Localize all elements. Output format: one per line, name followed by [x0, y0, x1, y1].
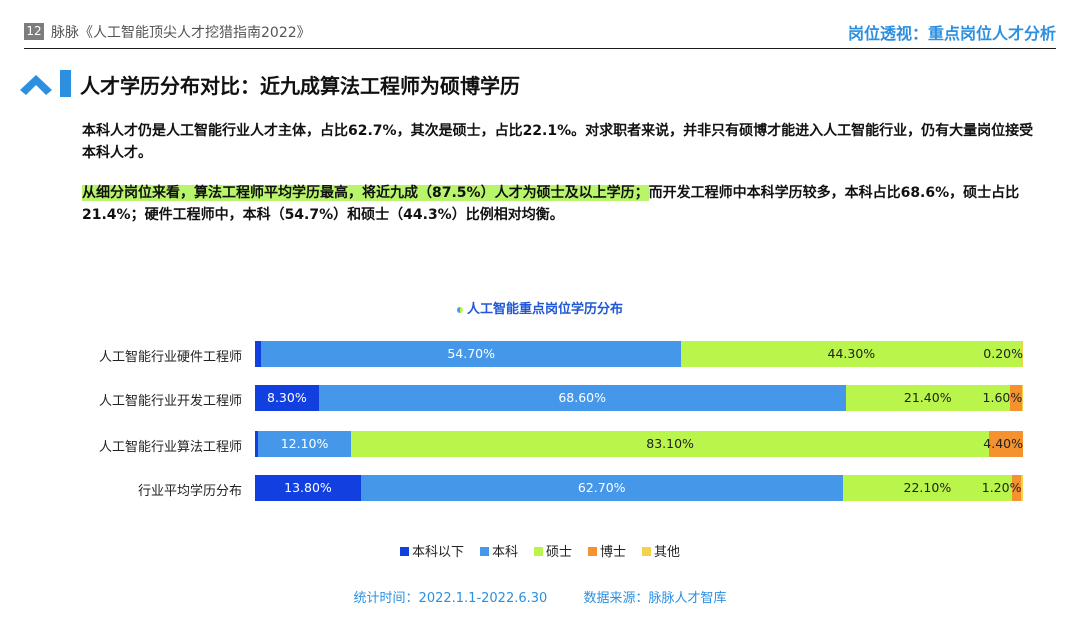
legend-label: 硕士	[545, 545, 572, 560]
bar-segment	[989, 431, 1023, 457]
data-label: 8.30%	[267, 390, 307, 405]
bar-row: 54.70% 44.30% 0.20%	[255, 341, 1023, 367]
top-bar: 12 脉脉《人工智能顶尖人才挖猎指南2022》 岗位透视：重点岗位人才分析	[24, 20, 1056, 44]
statistics-period: 统计时间：2022.1.1-2022.6.30	[353, 591, 548, 606]
data-label: 21.40%	[903, 390, 952, 405]
document-title: 脉脉《人工智能顶尖人才挖猎指南2022》	[51, 25, 311, 41]
legend-label: 博士	[600, 545, 627, 560]
bar-segment	[1021, 475, 1023, 501]
section-title: 岗位透视：重点岗位人才分析	[847, 24, 1056, 43]
legend-item: 本科	[479, 541, 518, 560]
bar-row: 13.80% 62.70% 22.10% 1.20%	[255, 475, 1023, 501]
data-label: 83.10%	[646, 436, 694, 451]
detail-paragraph: 从细分岗位来看，算法工程师平均学历最高，将近九成（87.5%）人才为硕士及以上学…	[82, 182, 1042, 226]
bar-segment	[1022, 385, 1023, 411]
bar-segment	[1021, 341, 1023, 367]
data-label: 1.60%	[982, 390, 1023, 405]
data-label: 1.20%	[981, 480, 1022, 495]
legend-swatch	[588, 547, 597, 556]
bar-row: 8.30% 68.60% 21.40% 1.60%	[255, 385, 1023, 411]
category-label: 人工智能行业开发工程师	[98, 394, 242, 409]
data-label: 54.70%	[447, 346, 496, 361]
data-label: 0.20%	[983, 346, 1023, 361]
bar-segment	[318, 385, 846, 411]
highlighted-text: 从细分岗位来看，算法工程师平均学历最高，将近九成（87.5%）人才为硕士及以上学…	[82, 185, 649, 201]
chart-title-text: 人工智能重点岗位学历分布	[466, 302, 623, 317]
bar-segment	[351, 431, 990, 457]
category-label: 行业平均学历分布	[137, 484, 242, 499]
legend-swatch	[642, 547, 652, 556]
legend-label: 其他	[654, 545, 681, 560]
header-divider	[24, 48, 1056, 49]
legend-label: 本科以下	[411, 545, 464, 560]
paragraph-text: 而开发工程师中本科学历较多，本科占比68.6%，硕士占比21.4%；硬件工程师中…	[82, 185, 1020, 223]
data-label: 44.30%	[827, 346, 876, 361]
bar-segment	[255, 341, 262, 367]
page-number: 12	[24, 23, 44, 40]
bar-segment	[255, 385, 319, 411]
bar-row: 12.10% 83.10% 4.40%	[255, 431, 1023, 457]
bar-segment	[255, 431, 259, 457]
data-label: 68.60%	[558, 390, 606, 405]
legend-swatch	[399, 547, 409, 556]
bar-segment	[261, 341, 682, 367]
chart-title: 人工智能重点岗位学历分布	[0, 298, 1080, 317]
legend-swatch	[533, 547, 543, 556]
bar-segment	[681, 341, 1022, 367]
dot-icon	[456, 306, 463, 313]
bar-segment	[845, 385, 1010, 411]
bar-segment	[360, 475, 843, 501]
chevron-up-icon	[20, 70, 71, 97]
bar-segment	[1012, 475, 1022, 501]
bar-segment	[255, 475, 361, 501]
intro-paragraph: 本科人才仍是人工智能行业人才主体，占比62.7%，其次是硕士，占比22.1%。对…	[82, 123, 1034, 161]
data-label: 22.10%	[903, 480, 952, 495]
legend-swatch	[479, 547, 489, 556]
page-heading: 人才学历分布对比：近九成算法工程师为硕博学历	[80, 74, 520, 98]
bar-segment	[1009, 385, 1023, 411]
legend-label: 本科	[491, 545, 518, 560]
legend-item: 其他	[642, 541, 680, 560]
data-source: 数据来源：脉脉人才智库	[583, 591, 727, 606]
bar-segment	[842, 475, 1013, 501]
data-label: 62.70%	[577, 480, 626, 495]
legend-item: 博士	[588, 541, 626, 560]
data-label: 12.10%	[280, 436, 329, 451]
category-label: 人工智能行业硬件工程师	[98, 350, 242, 365]
category-label: 人工智能行业算法工程师	[98, 440, 242, 455]
footer: 统计时间：2022.1.1-2022.6.30 数据来源：脉脉人才智库	[0, 587, 1080, 606]
data-label: 4.40%	[983, 436, 1023, 451]
bar-segment	[258, 431, 351, 457]
legend-item: 硕士	[533, 541, 572, 560]
legend-item: 本科以下	[399, 541, 464, 560]
data-label: 13.80%	[284, 480, 332, 495]
chart-legend: 本科以下 本科 硕士 博士 其他	[0, 541, 1080, 560]
